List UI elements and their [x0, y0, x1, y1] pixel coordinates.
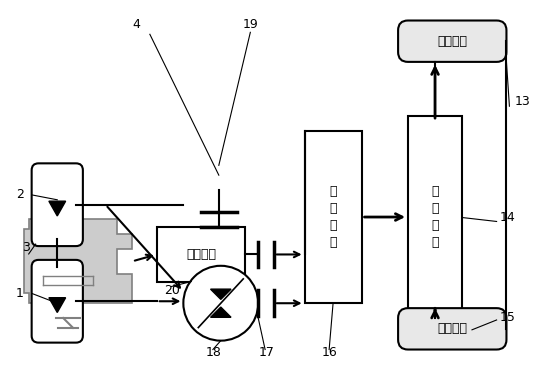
Bar	[408, 116, 462, 318]
Bar	[157, 227, 245, 282]
Text: 右驱动轮: 右驱动轮	[437, 35, 467, 48]
Text: 主
分
动
筱: 主 分 动 筱	[329, 185, 337, 249]
Text: 主
减
速
器: 主 减 速 器	[431, 185, 439, 249]
Polygon shape	[24, 219, 132, 318]
FancyBboxPatch shape	[398, 20, 506, 62]
Text: 1: 1	[16, 287, 24, 300]
Polygon shape	[210, 289, 231, 299]
Text: 18: 18	[206, 346, 222, 359]
FancyBboxPatch shape	[32, 163, 83, 246]
FancyBboxPatch shape	[32, 260, 83, 343]
Polygon shape	[210, 307, 231, 317]
Polygon shape	[49, 298, 65, 312]
Polygon shape	[49, 201, 65, 216]
Bar	[305, 131, 362, 303]
Text: 17: 17	[258, 346, 274, 359]
FancyBboxPatch shape	[398, 308, 506, 350]
Text: 3: 3	[22, 241, 29, 254]
Text: 16: 16	[321, 346, 337, 359]
Text: 13: 13	[514, 95, 530, 108]
Circle shape	[183, 266, 258, 341]
Text: 左驱动轮: 左驱动轮	[437, 322, 467, 335]
Text: 2: 2	[16, 188, 24, 201]
Text: 15: 15	[500, 311, 516, 324]
Text: 20: 20	[164, 284, 179, 297]
Text: 4: 4	[132, 18, 140, 31]
Text: 14: 14	[500, 211, 516, 224]
Text: 19: 19	[243, 18, 258, 31]
Text: 副分动筱: 副分动筱	[186, 248, 216, 261]
